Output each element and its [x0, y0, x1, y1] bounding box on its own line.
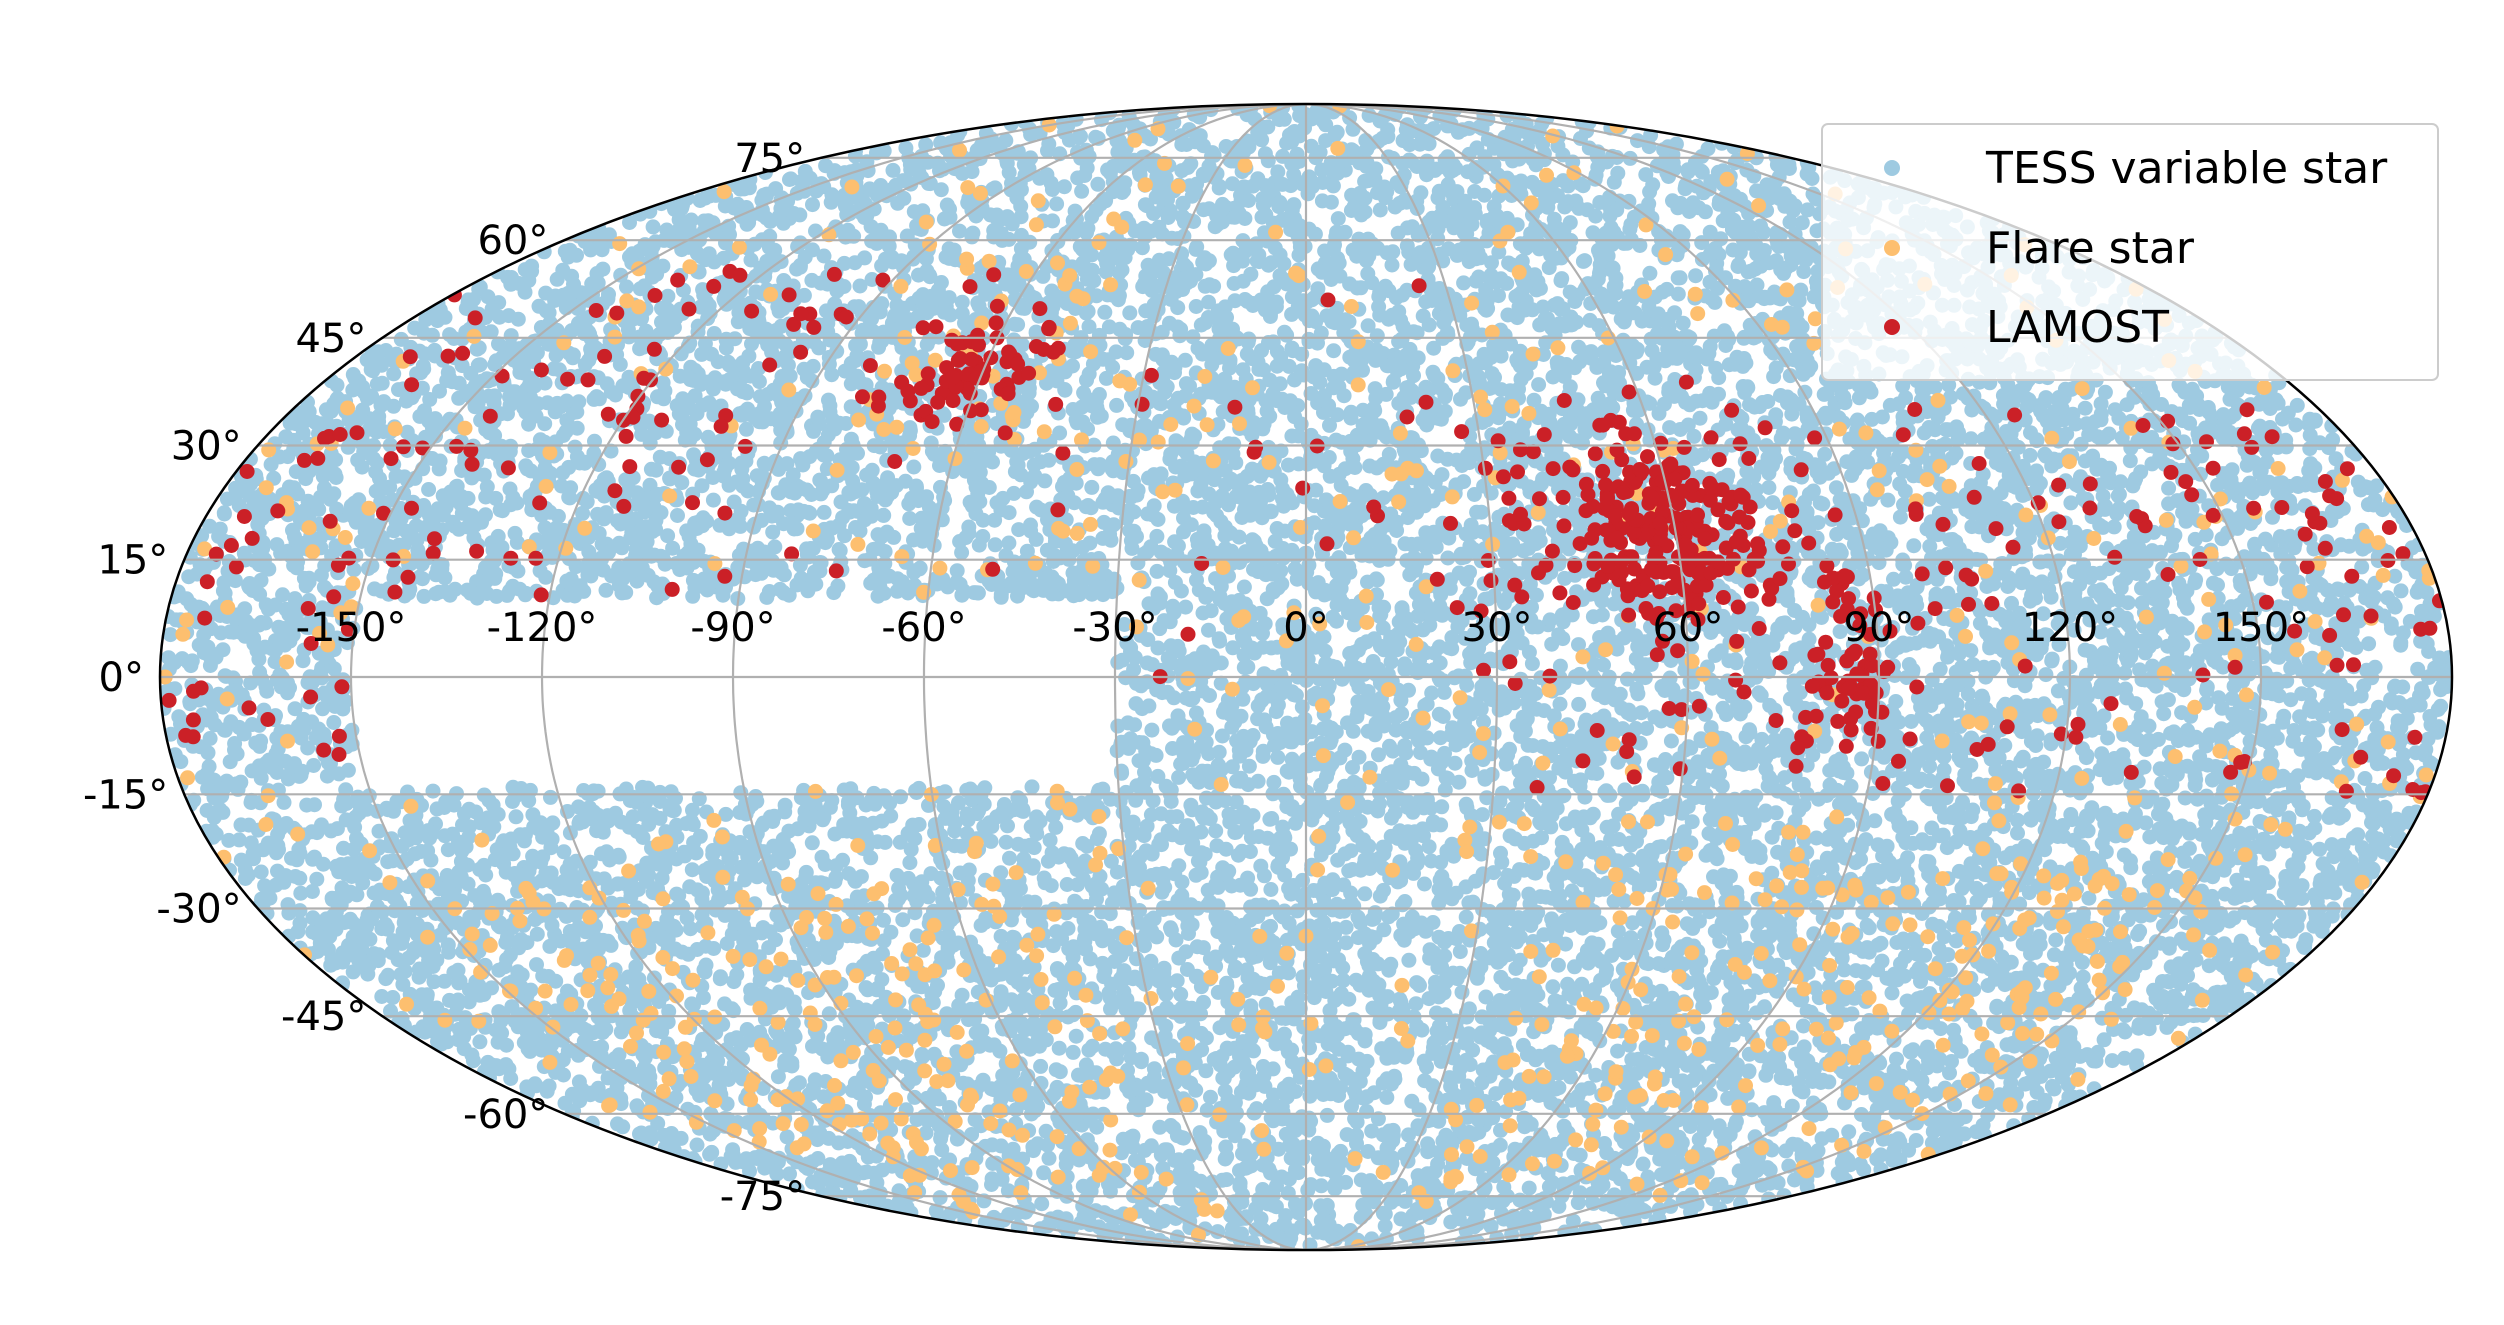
tess-point [1635, 1156, 1651, 1172]
tess-point [1160, 823, 1176, 839]
tess-point [1056, 474, 1072, 490]
tess-point [598, 582, 614, 598]
tess-point [1109, 397, 1125, 413]
tess-point [2350, 827, 2366, 843]
tess-point [1397, 894, 1413, 909]
tess-point [1844, 1006, 1860, 1022]
tess-point [1246, 1043, 1261, 1059]
tess-point [1174, 887, 1190, 903]
tess-point [374, 989, 390, 1004]
tess-point [934, 1142, 950, 1158]
tess-point [1084, 479, 1100, 495]
tess-point [1621, 702, 1637, 718]
tess-point [870, 588, 886, 604]
tess-point [674, 944, 690, 960]
tess-point [1345, 723, 1361, 739]
tess-point [1081, 1042, 1097, 1058]
tess-point [1279, 327, 1295, 343]
tess-point [2051, 637, 2067, 653]
tess-point [1049, 196, 1065, 212]
tess-point [2289, 397, 2305, 413]
tess-point [816, 504, 832, 520]
tess-point [421, 482, 437, 497]
tess-point [1243, 899, 1259, 915]
tess-point [1224, 176, 1240, 192]
tess-point [670, 508, 685, 523]
tess-point [1171, 769, 1187, 785]
tess-point [508, 809, 524, 825]
tess-point [1034, 1196, 1050, 1212]
tess-point [1440, 550, 1456, 566]
tess-point [1429, 1005, 1444, 1021]
tess-point [2393, 583, 2409, 599]
tess-point [205, 823, 220, 839]
tess-point [1188, 705, 1204, 721]
tess-point [1065, 1044, 1081, 1060]
tess-point [1474, 1075, 1490, 1091]
tess-point [1154, 884, 1170, 900]
tess-point [326, 715, 342, 730]
tess-point [2275, 411, 2290, 427]
tess-point [1908, 1133, 1924, 1148]
tess-point [472, 1034, 488, 1050]
tess-point [2038, 667, 2054, 683]
tess-point [821, 1006, 837, 1022]
tess-point [1002, 850, 1017, 866]
tess-point [1884, 985, 1900, 1001]
tess-point [902, 511, 918, 526]
tess-point [1263, 882, 1279, 897]
tess-point [2366, 589, 2382, 605]
tess-point [1610, 165, 1626, 181]
tess-point [1843, 778, 1859, 794]
tess-point [1530, 905, 1546, 920]
tess-point [1357, 886, 1373, 902]
tess-point [543, 789, 558, 805]
tess-point [1381, 962, 1397, 978]
tess-point [1203, 1089, 1218, 1105]
tess-point [1521, 1180, 1537, 1196]
tess-point [2144, 456, 2160, 472]
tess-point [689, 1137, 705, 1153]
tess-point [1936, 762, 1952, 778]
tess-point [1588, 1067, 1604, 1083]
tess-point [804, 835, 820, 851]
tess-point [503, 1071, 519, 1086]
tess-point [2104, 1053, 2120, 1069]
tess-point [1458, 909, 1474, 925]
tess-point [765, 524, 781, 540]
tess-point [987, 537, 1003, 553]
tess-point [1534, 830, 1549, 846]
